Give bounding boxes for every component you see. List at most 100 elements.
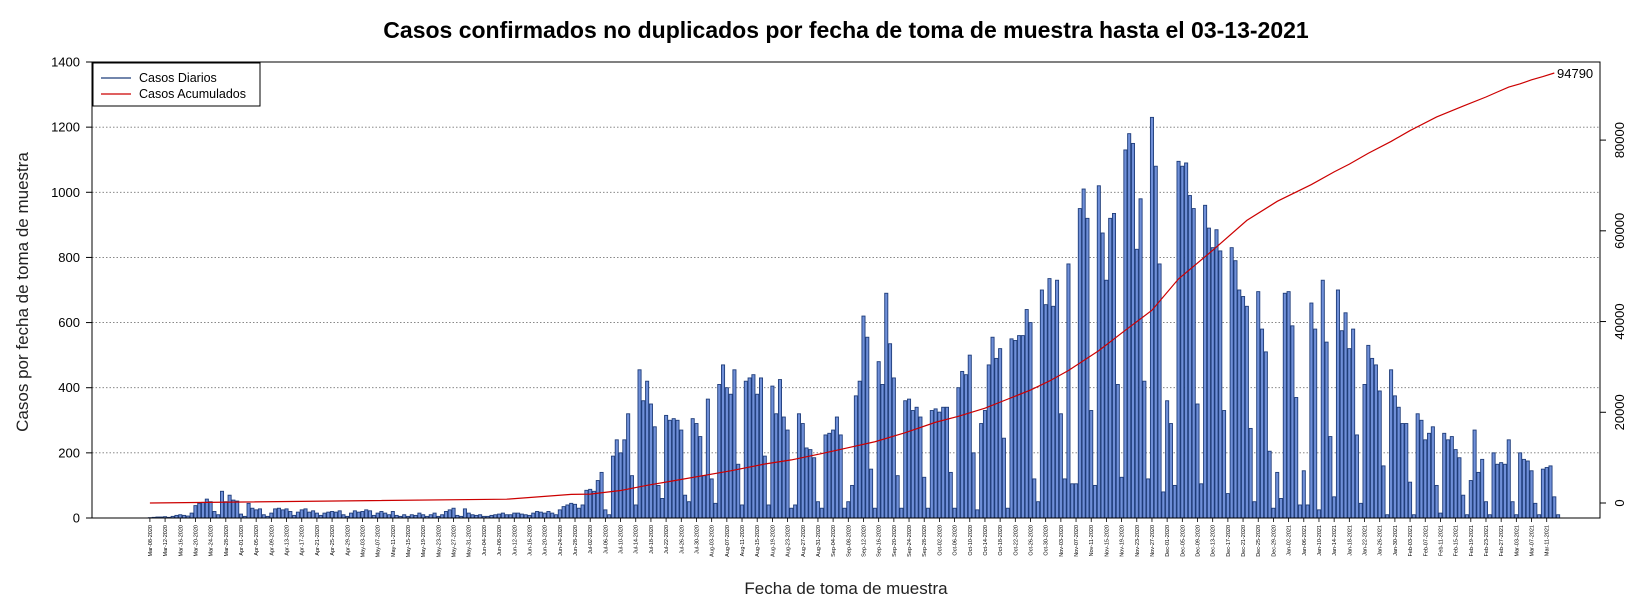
bar bbox=[193, 505, 198, 519]
x-tick-label: Oct-26-2020 bbox=[1029, 525, 1035, 556]
bar bbox=[1195, 403, 1200, 519]
x-tick-label: Jul-02-2020 bbox=[588, 525, 594, 554]
bar bbox=[379, 511, 384, 519]
bar bbox=[899, 507, 904, 519]
bar bbox=[349, 512, 354, 519]
bar bbox=[1381, 465, 1386, 519]
x-tick-label: Dec-29-2020 bbox=[1271, 525, 1277, 557]
bar bbox=[276, 507, 281, 519]
bar bbox=[846, 501, 851, 519]
bar bbox=[1290, 325, 1295, 519]
x-tick-label: Sep-20-2020 bbox=[892, 525, 898, 557]
x-tick-label: Jan-02-2021 bbox=[1287, 525, 1293, 556]
x-tick-label: Dec-01-2020 bbox=[1165, 525, 1171, 557]
bar bbox=[656, 484, 661, 519]
y-tick-label: 1200 bbox=[51, 120, 80, 135]
x-tick-label: Apr-09-2020 bbox=[269, 525, 275, 556]
bar bbox=[622, 439, 627, 519]
bar bbox=[948, 471, 953, 519]
bar bbox=[1297, 504, 1302, 519]
bar bbox=[1013, 340, 1018, 519]
y2-tick-label: 0 bbox=[1612, 499, 1627, 506]
bar bbox=[967, 354, 972, 519]
bar bbox=[910, 410, 915, 519]
cumulative-line bbox=[149, 72, 1555, 504]
bar bbox=[212, 511, 217, 519]
x-tick-label: Mar-12-2020 bbox=[163, 525, 169, 557]
bar bbox=[333, 511, 338, 519]
bar bbox=[1028, 322, 1033, 519]
bar bbox=[789, 507, 794, 519]
bar bbox=[1438, 512, 1443, 519]
bar bbox=[1491, 452, 1496, 519]
bar bbox=[550, 512, 555, 519]
bar bbox=[645, 380, 650, 519]
x-tick-label: Apr-21-2020 bbox=[315, 525, 321, 556]
bar bbox=[796, 413, 801, 519]
bars-group bbox=[147, 116, 1561, 519]
bar bbox=[633, 504, 638, 519]
x-tick-label: Sep-04-2020 bbox=[831, 525, 837, 557]
bar bbox=[1468, 480, 1473, 519]
x-tick-label: Dec-25-2020 bbox=[1256, 525, 1262, 557]
bar bbox=[952, 507, 957, 519]
bar bbox=[1146, 478, 1151, 519]
bar bbox=[842, 507, 847, 519]
x-tick-label: Aug-27-2020 bbox=[801, 525, 807, 557]
bar bbox=[740, 504, 745, 519]
bar bbox=[227, 494, 232, 519]
bar bbox=[831, 429, 836, 519]
bar bbox=[1404, 423, 1409, 519]
bar bbox=[686, 501, 691, 519]
bar bbox=[447, 509, 452, 519]
x-tick-label: Feb-07-2021 bbox=[1423, 525, 1429, 557]
bar bbox=[1389, 369, 1394, 519]
bar bbox=[189, 512, 194, 519]
bar bbox=[220, 490, 225, 519]
bar bbox=[1222, 410, 1227, 519]
bar bbox=[223, 501, 228, 519]
x-tick-label: Jul-18-2020 bbox=[649, 525, 655, 554]
x-tick-label: May-11-2020 bbox=[391, 525, 397, 557]
bar bbox=[337, 510, 342, 519]
bar bbox=[759, 377, 764, 519]
bar bbox=[1332, 496, 1337, 519]
x-tick-label: Dec-09-2020 bbox=[1196, 525, 1202, 557]
bar bbox=[1017, 335, 1022, 519]
bar bbox=[618, 452, 623, 519]
x-tick-label: Nov-23-2020 bbox=[1135, 525, 1141, 557]
bar bbox=[1502, 463, 1507, 519]
x-tick-label: Mar-08-2020 bbox=[148, 525, 154, 557]
bar bbox=[1396, 406, 1401, 519]
bar bbox=[1339, 330, 1344, 519]
bar bbox=[330, 511, 335, 519]
bar bbox=[1263, 351, 1268, 519]
bar bbox=[295, 511, 300, 519]
bar bbox=[1354, 434, 1359, 519]
x-tick-label: Mar-28-2020 bbox=[224, 525, 230, 557]
bar bbox=[694, 423, 699, 519]
bar bbox=[1442, 432, 1447, 519]
bar bbox=[1047, 278, 1052, 519]
x-tick-label: Nov-27-2020 bbox=[1150, 525, 1156, 557]
bar bbox=[1483, 501, 1488, 519]
bar bbox=[1168, 423, 1173, 519]
x-tick-label: May-03-2020 bbox=[361, 525, 367, 557]
bar bbox=[1191, 208, 1196, 519]
bar bbox=[1476, 471, 1481, 519]
bar bbox=[466, 512, 471, 519]
bar bbox=[637, 369, 642, 519]
x-tick-label: Jul-06-2020 bbox=[603, 525, 609, 554]
bar bbox=[857, 380, 862, 519]
bar bbox=[823, 434, 828, 519]
bar bbox=[390, 511, 395, 519]
bar bbox=[982, 410, 987, 519]
x-tick-label: Mar-20-2020 bbox=[193, 525, 199, 557]
cumulative-end-label: 94790 bbox=[1557, 66, 1593, 81]
bar bbox=[1472, 429, 1477, 519]
x-tick-label: Oct-10-2020 bbox=[968, 525, 974, 556]
bar bbox=[770, 385, 775, 519]
x-tick-label: Aug-07-2020 bbox=[725, 525, 731, 557]
x-axis: Mar-08-2020 Mar-12-2020 Mar-16-2020 Mar-20-… bbox=[148, 517, 1559, 557]
x-tick-label: Nov-19-2020 bbox=[1120, 525, 1126, 557]
